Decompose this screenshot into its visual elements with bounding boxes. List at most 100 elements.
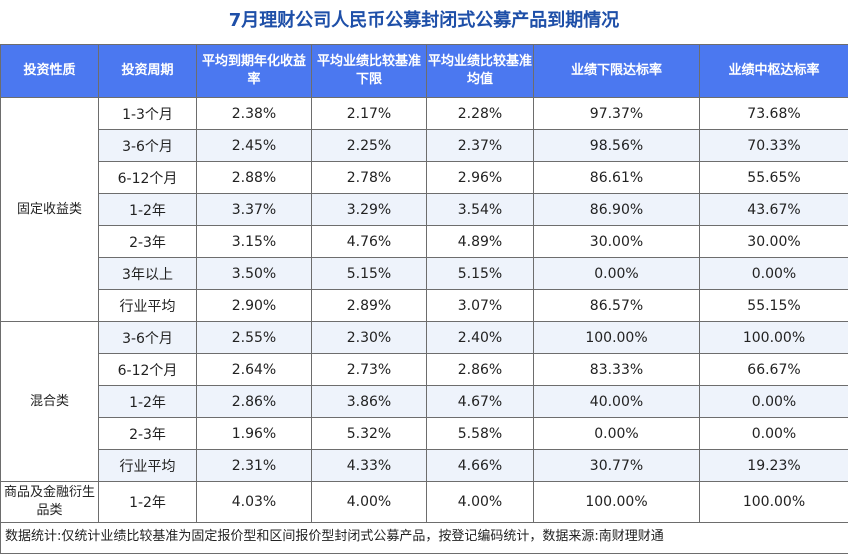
table-row: 3-6个月 2.45% 2.25% 2.37% 98.56% 70.33% bbox=[1, 129, 848, 162]
header-cell-avg-annual-yield: 平均到期年化收益率 bbox=[196, 44, 312, 98]
header-cell-avg-benchmark-mean: 平均业绩比较基准均值 bbox=[426, 44, 534, 98]
cell-midpoint-rate: 100.00% bbox=[699, 481, 848, 523]
cell-avg-benchmark-mean: 2.86% bbox=[426, 353, 534, 386]
cell-lower-bound-rate: 0.00% bbox=[533, 257, 700, 290]
cell-period: 1-2年 bbox=[98, 385, 197, 418]
cell-avg-benchmark-mean: 4.66% bbox=[426, 449, 534, 482]
cell-avg-annual-yield: 3.50% bbox=[196, 257, 312, 290]
group-cell: 混合类 bbox=[0, 321, 99, 482]
cell-avg-annual-yield: 3.37% bbox=[196, 193, 312, 226]
cell-lower-bound-rate: 97.37% bbox=[533, 97, 700, 130]
table-row: 2-3年 1.96% 5.32% 5.58% 0.00% 0.00% bbox=[1, 417, 848, 450]
table-row: 1-2年 3.37% 3.29% 3.54% 86.90% 43.67% bbox=[1, 193, 848, 226]
group-cell: 商品及金融衍生品类 bbox=[0, 481, 99, 523]
cell-midpoint-rate: 43.67% bbox=[699, 193, 848, 226]
cell-avg-benchmark-lower: 2.73% bbox=[311, 353, 427, 386]
page-title: 7月理财公司人民币公募封闭式公募产品到期情况 bbox=[228, 10, 620, 31]
cell-period: 6-12个月 bbox=[98, 353, 197, 386]
header-cell-investment-period: 投资周期 bbox=[98, 44, 197, 98]
cell-period: 1-2年 bbox=[98, 193, 197, 226]
cell-period: 3年以上 bbox=[98, 257, 197, 290]
cell-avg-benchmark-lower: 5.15% bbox=[311, 257, 427, 290]
cell-avg-benchmark-lower: 3.29% bbox=[311, 193, 427, 226]
cell-lower-bound-rate: 86.90% bbox=[533, 193, 700, 226]
group-cell: 固定收益类 bbox=[0, 97, 99, 322]
cell-avg-benchmark-mean: 2.40% bbox=[426, 321, 534, 354]
cell-avg-annual-yield: 2.88% bbox=[196, 161, 312, 194]
cell-avg-benchmark-lower: 4.33% bbox=[311, 449, 427, 482]
cell-avg-annual-yield: 2.31% bbox=[196, 449, 312, 482]
cell-avg-annual-yield: 2.45% bbox=[196, 129, 312, 162]
table-row: 6-12个月 2.88% 2.78% 2.96% 86.61% 55.65% bbox=[1, 161, 848, 194]
table-row: 商品及金融衍生品类 1-2年 4.03% 4.00% 4.00% 100.00% 100.0… bbox=[0, 481, 848, 523]
cell-avg-annual-yield: 2.86% bbox=[196, 385, 312, 418]
cell-midpoint-rate: 55.65% bbox=[699, 161, 848, 194]
cell-avg-benchmark-mean: 2.37% bbox=[426, 129, 534, 162]
table-row: 固定收益类 1-3个月 2.38% 2.17% 2.28% 97.37% 73.68% bbox=[0, 97, 848, 322]
table-row: 2-3年 3.15% 4.76% 4.89% 30.00% 30.00% bbox=[1, 225, 848, 258]
cell-period: 3-6个月 bbox=[98, 321, 197, 354]
header-cell-avg-benchmark-lower: 平均业绩比较基准下限 bbox=[311, 44, 427, 98]
cell-avg-benchmark-mean: 3.54% bbox=[426, 193, 534, 226]
cell-period: 2-3年 bbox=[98, 417, 197, 450]
table-row: 1-2年 2.86% 3.86% 4.67% 40.00% 0.00% bbox=[1, 385, 848, 418]
cell-avg-annual-yield: 4.03% bbox=[196, 481, 312, 523]
cell-midpoint-rate: 30.00% bbox=[699, 225, 848, 258]
header-cell-lower-bound-rate: 业绩下限达标率 bbox=[533, 44, 700, 98]
table-row: 3年以上 3.50% 5.15% 5.15% 0.00% 0.00% bbox=[1, 257, 848, 290]
cell-avg-benchmark-lower: 5.32% bbox=[311, 417, 427, 450]
cell-lower-bound-rate: 86.61% bbox=[533, 161, 700, 194]
cell-period: 6-12个月 bbox=[98, 161, 197, 194]
cell-avg-benchmark-mean: 2.28% bbox=[426, 97, 534, 130]
cell-avg-benchmark-lower: 2.89% bbox=[311, 289, 427, 322]
maturity-table: 投资性质 投资周期 平均到期年化收益率 平均业绩比较基准下限 平均业绩比较基准均… bbox=[0, 44, 848, 523]
cell-lower-bound-rate: 86.57% bbox=[533, 289, 700, 322]
footnote: 数据统计:仅统计业绩比较基准为固定报价型和区间报价型封闭式公募产品，按登记编码统… bbox=[0, 523, 848, 554]
cell-period: 1-3个月 bbox=[98, 97, 197, 130]
cell-lower-bound-rate: 40.00% bbox=[533, 385, 700, 418]
cell-lower-bound-rate: 30.77% bbox=[533, 449, 700, 482]
cell-period: 1-2年 bbox=[98, 481, 197, 523]
cell-avg-benchmark-mean: 3.07% bbox=[426, 289, 534, 322]
cell-midpoint-rate: 100.00% bbox=[699, 321, 848, 354]
cell-avg-benchmark-lower: 2.25% bbox=[311, 129, 427, 162]
cell-avg-annual-yield: 2.90% bbox=[196, 289, 312, 322]
cell-avg-benchmark-lower: 2.17% bbox=[311, 97, 427, 130]
cell-lower-bound-rate: 83.33% bbox=[533, 353, 700, 386]
cell-midpoint-rate: 66.67% bbox=[699, 353, 848, 386]
cell-avg-benchmark-mean: 4.89% bbox=[426, 225, 534, 258]
cell-midpoint-rate: 70.33% bbox=[699, 129, 848, 162]
table-row: 行业平均 2.31% 4.33% 4.66% 30.77% 19.23% bbox=[1, 449, 848, 482]
cell-avg-benchmark-lower: 2.78% bbox=[311, 161, 427, 194]
cell-period: 行业平均 bbox=[98, 449, 197, 482]
cell-lower-bound-rate: 98.56% bbox=[533, 129, 700, 162]
cell-avg-annual-yield: 2.64% bbox=[196, 353, 312, 386]
cell-period: 3-6个月 bbox=[98, 129, 197, 162]
cell-lower-bound-rate: 100.00% bbox=[533, 481, 700, 523]
cell-avg-benchmark-mean: 5.58% bbox=[426, 417, 534, 450]
header-cell-investment-type: 投资性质 bbox=[0, 44, 99, 98]
cell-avg-annual-yield: 2.55% bbox=[196, 321, 312, 354]
cell-avg-benchmark-lower: 3.86% bbox=[311, 385, 427, 418]
cell-avg-benchmark-lower: 4.00% bbox=[311, 481, 427, 523]
cell-midpoint-rate: 55.15% bbox=[699, 289, 848, 322]
cell-avg-benchmark-lower: 2.30% bbox=[311, 321, 427, 354]
cell-avg-benchmark-lower: 4.76% bbox=[311, 225, 427, 258]
cell-avg-annual-yield: 2.38% bbox=[196, 97, 312, 130]
cell-avg-annual-yield: 3.15% bbox=[196, 225, 312, 258]
cell-period: 行业平均 bbox=[98, 289, 197, 322]
cell-midpoint-rate: 0.00% bbox=[699, 385, 848, 418]
cell-avg-benchmark-mean: 4.00% bbox=[426, 481, 534, 523]
cell-midpoint-rate: 73.68% bbox=[699, 97, 848, 130]
cell-midpoint-rate: 19.23% bbox=[699, 449, 848, 482]
header-row: 投资性质 投资周期 平均到期年化收益率 平均业绩比较基准下限 平均业绩比较基准均… bbox=[0, 44, 848, 98]
cell-midpoint-rate: 0.00% bbox=[699, 257, 848, 290]
table-row: 6-12个月 2.64% 2.73% 2.86% 83.33% 66.67% bbox=[1, 353, 848, 386]
cell-lower-bound-rate: 0.00% bbox=[533, 417, 700, 450]
table-row: 混合类 3-6个月 2.55% 2.30% 2.40% 100.00% 100.00% bbox=[0, 321, 848, 482]
cell-avg-annual-yield: 1.96% bbox=[196, 417, 312, 450]
cell-avg-benchmark-mean: 2.96% bbox=[426, 161, 534, 194]
cell-avg-benchmark-mean: 5.15% bbox=[426, 257, 534, 290]
cell-midpoint-rate: 0.00% bbox=[699, 417, 848, 450]
cell-lower-bound-rate: 30.00% bbox=[533, 225, 700, 258]
